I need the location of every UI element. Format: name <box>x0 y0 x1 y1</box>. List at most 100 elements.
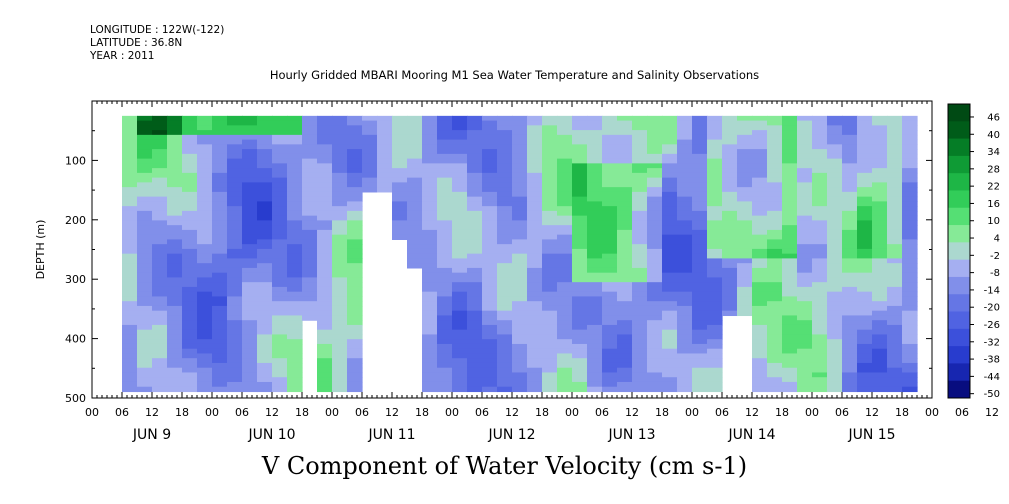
heatmap-cell <box>797 220 813 226</box>
heatmap-cell <box>407 191 423 198</box>
heatmap-cell <box>782 377 798 383</box>
heatmap-cell <box>782 272 798 279</box>
heatmap-cell <box>272 339 288 345</box>
heatmap-cell <box>422 248 438 255</box>
heatmap-cell <box>647 253 663 260</box>
heatmap-cell <box>662 248 678 255</box>
heatmap-cell <box>347 239 363 245</box>
heatmap-cell <box>902 381 918 388</box>
heatmap-cell <box>167 353 183 359</box>
heatmap-cell <box>572 196 588 202</box>
x-hour-tick-label: 00 <box>685 406 699 419</box>
heatmap-cell <box>287 301 303 307</box>
heatmap-cell <box>752 291 768 298</box>
heatmap-cell <box>227 305 243 312</box>
heatmap-cell <box>572 115 588 122</box>
heatmap-cell <box>452 305 468 312</box>
heatmap-cell <box>452 277 468 283</box>
heatmap-cell <box>482 310 498 317</box>
heatmap-cell <box>902 158 918 164</box>
heatmap-cell <box>212 168 228 174</box>
heatmap-cell <box>707 353 723 359</box>
heatmap-cell <box>377 187 393 193</box>
heatmap-cell <box>167 253 183 260</box>
heatmap-cell <box>752 248 768 255</box>
heatmap-cell <box>752 220 768 226</box>
heatmap-cell <box>467 372 483 378</box>
heatmap-cell <box>812 225 828 231</box>
heatmap-cell <box>332 277 348 283</box>
heatmap-cell <box>752 358 768 364</box>
heatmap-cell <box>287 381 303 388</box>
heatmap-cell <box>422 282 438 288</box>
heatmap-cell <box>467 163 483 169</box>
heatmap-cell <box>602 324 618 331</box>
heatmap-cell <box>542 334 558 340</box>
heatmap-cell <box>272 187 288 193</box>
heatmap-cell <box>167 310 183 317</box>
heatmap-cell <box>662 258 678 264</box>
heatmap-cell <box>887 381 903 388</box>
heatmap-cell <box>137 196 153 202</box>
heatmap-cell <box>662 210 678 217</box>
heatmap-cell <box>767 248 783 255</box>
heatmap-cell <box>872 168 888 174</box>
heatmap-cell <box>752 362 768 369</box>
heatmap-cell <box>767 144 783 150</box>
heatmap-cell <box>782 353 798 359</box>
heatmap-cell <box>287 244 303 250</box>
heatmap-cell <box>392 206 408 212</box>
heatmap-cell <box>347 277 363 283</box>
heatmap-cell <box>662 310 678 317</box>
heatmap-cell <box>437 310 453 317</box>
heatmap-cell <box>887 339 903 345</box>
heatmap-cell <box>392 158 408 164</box>
heatmap-cell <box>347 381 363 388</box>
heatmap-cell <box>152 125 168 131</box>
heatmap-cell <box>422 177 438 183</box>
heatmap-cell <box>302 134 318 141</box>
heatmap-cell <box>692 320 708 326</box>
heatmap-cell <box>647 225 663 231</box>
heatmap-cell <box>272 253 288 260</box>
heatmap-cell <box>902 248 918 255</box>
x-hour-tick-label: 00 <box>325 406 339 419</box>
heatmap-cell <box>827 191 843 198</box>
heatmap-cell <box>347 182 363 188</box>
heatmap-cell <box>527 163 543 169</box>
heatmap-cell <box>722 158 738 164</box>
heatmap-cell <box>812 367 828 374</box>
heatmap-cell <box>242 291 258 298</box>
heatmap-cell <box>392 215 408 221</box>
heatmap-cell <box>677 358 693 364</box>
heatmap-cell <box>452 191 468 198</box>
heatmap-cell <box>812 362 828 369</box>
heatmap-cell <box>827 372 843 378</box>
heatmap-cell <box>452 324 468 331</box>
heatmap-cell <box>812 358 828 364</box>
heatmap-cell <box>272 329 288 336</box>
heatmap-cell <box>332 267 348 274</box>
heatmap-cell <box>617 234 633 240</box>
heatmap-cell <box>182 267 198 274</box>
heatmap-cell <box>137 163 153 169</box>
heatmap-cell <box>542 201 558 207</box>
heatmap-cell <box>542 134 558 141</box>
heatmap-cell <box>137 244 153 250</box>
heatmap-cell <box>152 348 168 355</box>
heatmap-cell <box>722 153 738 160</box>
heatmap-cell <box>467 125 483 131</box>
heatmap-cell <box>767 358 783 364</box>
heatmap-cell <box>332 206 348 212</box>
heatmap-cell <box>722 286 738 293</box>
heatmap-cell <box>332 158 348 164</box>
heatmap-cell <box>677 187 693 193</box>
heatmap-cell <box>212 125 228 131</box>
heatmap-cell <box>842 367 858 374</box>
heatmap-cell <box>167 248 183 255</box>
heatmap-cell <box>137 296 153 302</box>
heatmap-cell <box>332 168 348 174</box>
heatmap-cell <box>422 168 438 174</box>
colorbar-tick-label: -38 <box>984 355 1000 366</box>
heatmap-cell <box>197 253 213 260</box>
